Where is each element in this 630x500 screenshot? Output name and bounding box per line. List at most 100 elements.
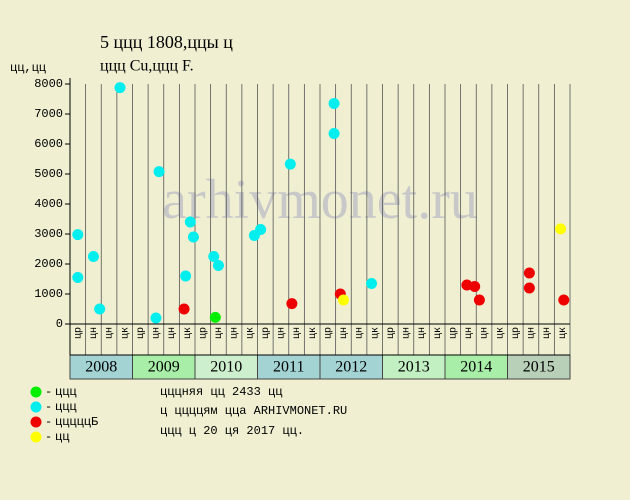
quarter-label: цк	[308, 327, 319, 339]
point	[284, 158, 296, 170]
note: ц ццццям цца ARHIVMONET.RU	[160, 404, 347, 418]
quarter-label: цн	[417, 327, 428, 339]
year-label: 2014	[460, 359, 492, 376]
quarter-label: цн	[167, 327, 178, 339]
quarter-label: цн	[277, 327, 288, 339]
point	[212, 260, 224, 271]
y-tick-label: 5000	[34, 167, 63, 181]
year-band	[257, 354, 321, 380]
legend-marker	[30, 431, 42, 443]
point	[523, 282, 535, 294]
year-label: 2008	[85, 359, 117, 376]
quarter-label: цк	[245, 327, 256, 339]
legend-dash: -	[45, 430, 52, 444]
legend-dash: -	[45, 400, 52, 414]
point	[328, 98, 340, 109]
y-tick-label: 3000	[34, 227, 63, 241]
quarter-label: цн	[152, 327, 163, 339]
point	[87, 251, 99, 262]
point	[72, 229, 84, 241]
quarter-label: цк	[370, 327, 381, 339]
y-tick-label: 4000	[34, 197, 63, 211]
point	[72, 272, 84, 283]
legend-dash: -	[45, 415, 52, 429]
y-tick-label: 2000	[34, 257, 63, 271]
point	[473, 294, 485, 306]
quarter-label: цк	[495, 327, 506, 339]
note: цццняя цц 2433 цц	[160, 385, 282, 399]
year-band	[194, 354, 258, 380]
year-label: 2009	[148, 359, 180, 376]
legend-label: цц	[55, 430, 69, 444]
year-band	[69, 354, 133, 380]
quarter-label: цр	[323, 327, 334, 339]
legend-label: цццццБ	[55, 415, 98, 429]
point	[208, 251, 220, 262]
legend-label: ццц	[55, 385, 77, 399]
quarter-label: цн	[464, 327, 475, 339]
quarter-label: цр	[73, 327, 84, 339]
quarter-label: цн	[230, 327, 241, 339]
quarter-label: цн	[355, 327, 366, 339]
year-label: 2013	[398, 359, 430, 376]
point	[328, 128, 340, 139]
point	[187, 231, 199, 243]
point	[150, 312, 162, 324]
quarter-label: цн	[542, 327, 553, 339]
quarter-label: цр	[198, 327, 209, 339]
quarter-label: цр	[261, 327, 272, 339]
legend-dash: -	[45, 385, 52, 399]
point	[558, 294, 570, 306]
point	[555, 223, 567, 235]
quarter-label: цр	[136, 327, 147, 339]
point	[94, 303, 106, 315]
quarter-label: цр	[511, 327, 522, 339]
quarter-label: цр	[448, 327, 459, 339]
quarter-label: цн	[89, 327, 100, 339]
y-tick-label: 8000	[34, 77, 63, 91]
quarter-label: цн	[214, 327, 225, 339]
quarter-label: цр	[386, 327, 397, 339]
point	[180, 270, 192, 282]
legend-marker	[30, 401, 42, 413]
year-band	[382, 354, 446, 380]
quarter-label: цк	[558, 327, 569, 339]
year-label: 2011	[273, 359, 304, 376]
point	[469, 281, 481, 292]
y-tick-label: 7000	[34, 107, 63, 121]
point	[523, 267, 535, 279]
quarter-label: цн	[402, 327, 413, 339]
point	[114, 82, 126, 94]
legend-label: ццц	[55, 400, 77, 414]
point	[255, 224, 267, 235]
quarter-label: цн	[527, 327, 538, 339]
quarter-label: цк	[120, 327, 131, 339]
point	[286, 298, 298, 310]
point	[366, 278, 378, 289]
year-label: 2010	[210, 359, 242, 376]
y-tick-label: 0	[56, 317, 63, 331]
quarter-label: цн	[480, 327, 491, 339]
quarter-label: цн	[292, 327, 303, 339]
year-label: 2012	[335, 359, 367, 376]
point	[153, 166, 165, 178]
legend-marker	[30, 416, 42, 428]
note: ццц ц 20 ця 2017 цц.	[160, 424, 304, 438]
point	[184, 216, 196, 228]
chart-title: 5 ццц 1808,ццы ц	[100, 32, 233, 52]
point	[209, 311, 221, 323]
quarter-label: цк	[433, 327, 444, 339]
chart-subtitle: ццц Cu,ццц F.	[100, 58, 194, 75]
legend-marker	[30, 386, 42, 398]
quarter-label: цн	[339, 327, 350, 339]
y-axis-label: цц,цц	[10, 61, 46, 75]
y-tick-label: 6000	[34, 137, 63, 151]
point	[337, 294, 349, 306]
year-label: 2015	[523, 359, 555, 376]
quarter-label: цн	[105, 327, 116, 339]
quarter-label: цк	[183, 327, 194, 339]
point	[178, 303, 190, 315]
y-tick-label: 1000	[34, 287, 63, 301]
year-band	[507, 354, 571, 380]
